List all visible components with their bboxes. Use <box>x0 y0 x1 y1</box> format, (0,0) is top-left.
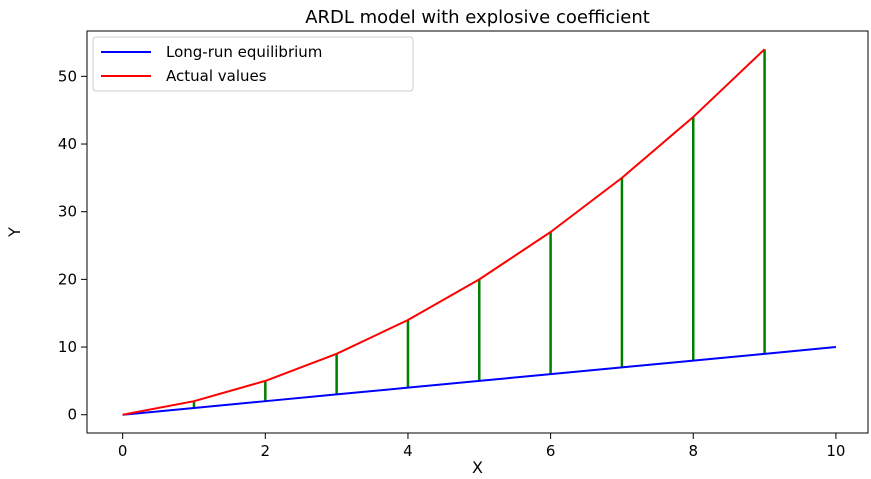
y-tick-label-20: 20 <box>58 270 77 288</box>
legend: Long-run equilibrium Actual values <box>93 37 413 91</box>
x-ticks: 0 2 4 6 8 10 <box>118 433 846 460</box>
legend-label-long-run: Long-run equilibrium <box>166 43 322 61</box>
y-tick-label-0: 0 <box>67 406 77 424</box>
x-axis-label: X <box>472 458 483 477</box>
x-tick-label-8: 8 <box>688 442 698 460</box>
y-ticks: 0 10 20 30 40 50 <box>58 67 87 423</box>
x-tick-label-2: 2 <box>261 442 271 460</box>
y-axis-label: Y <box>5 227 24 238</box>
chart-title: ARDL model with explosive coefficient <box>305 7 650 28</box>
x-tick-label-0: 0 <box>118 442 128 460</box>
x-tick-label-6: 6 <box>546 442 556 460</box>
legend-label-actual: Actual values <box>166 67 267 85</box>
y-tick-label-30: 30 <box>58 203 77 221</box>
y-tick-label-40: 40 <box>58 135 77 153</box>
x-tick-label-10: 10 <box>826 442 845 460</box>
x-tick-label-4: 4 <box>403 442 413 460</box>
y-tick-label-10: 10 <box>58 338 77 356</box>
y-tick-label-50: 50 <box>58 67 77 85</box>
